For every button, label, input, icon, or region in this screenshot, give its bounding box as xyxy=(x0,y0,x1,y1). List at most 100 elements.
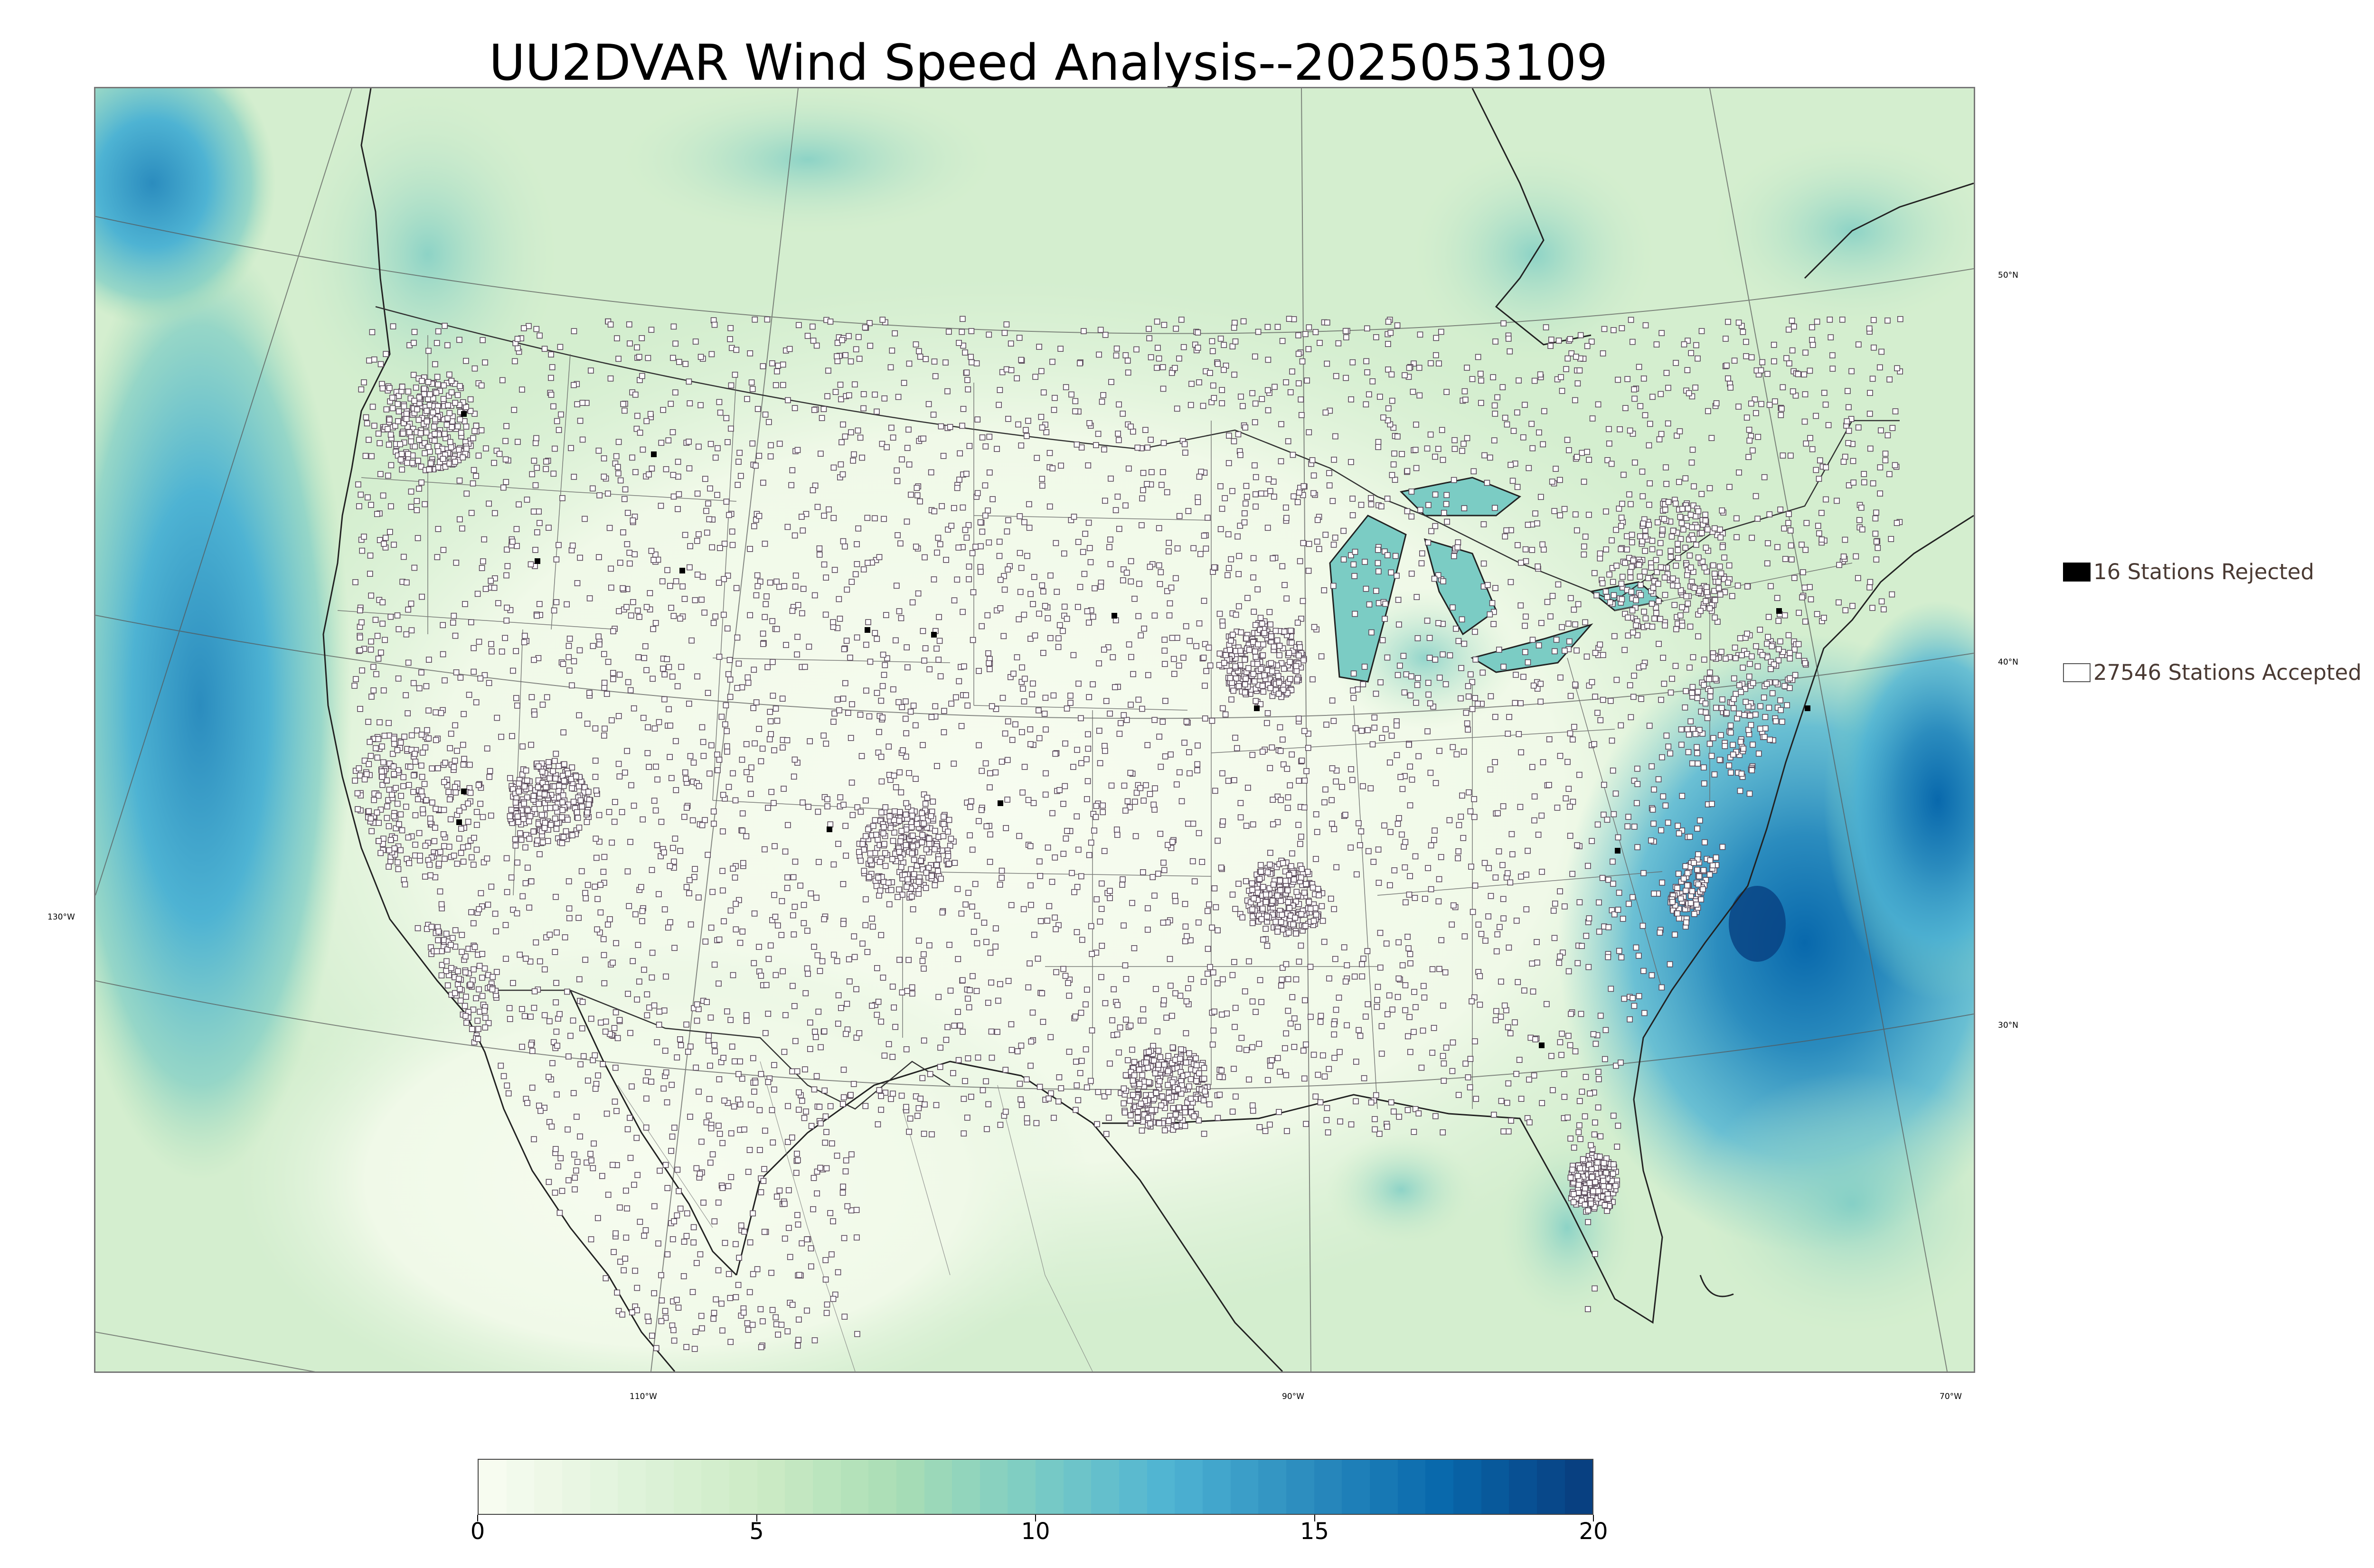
accepted-station xyxy=(989,703,995,709)
accepted-station xyxy=(1453,751,1460,758)
accepted-station xyxy=(1665,743,1672,750)
accepted-station xyxy=(1385,552,1391,558)
accepted-station xyxy=(473,809,480,815)
accepted-station xyxy=(1379,735,1385,741)
accepted-station xyxy=(1618,722,1624,729)
accepted-station xyxy=(1328,797,1335,803)
accepted-station xyxy=(823,1310,830,1316)
accepted-station xyxy=(859,454,865,461)
accepted-station xyxy=(887,825,894,831)
accepted-station xyxy=(636,978,642,985)
accepted-station xyxy=(1461,505,1468,511)
accepted-station xyxy=(615,356,622,362)
accepted-station xyxy=(670,1327,677,1333)
accepted-station xyxy=(1518,560,1524,566)
accepted-station xyxy=(445,789,452,795)
accepted-station xyxy=(763,601,769,607)
accepted-station xyxy=(1063,384,1069,390)
accepted-station xyxy=(468,619,474,626)
accepted-station xyxy=(1737,739,1744,745)
accepted-station xyxy=(1589,838,1595,844)
accepted-station xyxy=(747,612,753,619)
accepted-station xyxy=(1649,394,1656,400)
accepted-station xyxy=(1122,502,1129,509)
accepted-station xyxy=(810,338,817,344)
accepted-station xyxy=(511,358,518,365)
accepted-station xyxy=(728,382,735,389)
accepted-station xyxy=(1064,827,1070,834)
accepted-station xyxy=(1361,664,1368,670)
accepted-station xyxy=(1005,517,1011,524)
accepted-station xyxy=(764,316,771,323)
accepted-station xyxy=(664,1099,670,1106)
accepted-station xyxy=(961,663,967,670)
accepted-station xyxy=(370,664,377,670)
accepted-station xyxy=(1535,832,1542,838)
accepted-station xyxy=(1523,558,1529,564)
accepted-station xyxy=(1482,938,1488,944)
accepted-station xyxy=(1873,556,1880,563)
accepted-station xyxy=(1529,960,1536,967)
accepted-station xyxy=(1396,1114,1402,1120)
accepted-station xyxy=(452,722,458,729)
accepted-station xyxy=(1490,374,1496,381)
accepted-station xyxy=(613,940,619,947)
accepted-station xyxy=(643,418,650,424)
accepted-station xyxy=(1619,500,1625,507)
accepted-station xyxy=(605,490,611,497)
accepted-station xyxy=(612,1064,619,1071)
accepted-station xyxy=(1348,396,1354,403)
accepted-station xyxy=(1000,633,1007,639)
accepted-station xyxy=(741,1229,747,1235)
accepted-station xyxy=(848,779,855,786)
accepted-station xyxy=(1432,780,1439,786)
accepted-station xyxy=(1339,784,1345,790)
accepted-station xyxy=(1114,1031,1121,1038)
accepted-station xyxy=(764,664,771,670)
accepted-station xyxy=(750,1271,756,1277)
accepted-station xyxy=(1048,1090,1054,1097)
accepted-station xyxy=(1021,764,1028,770)
accepted-station xyxy=(1282,1045,1288,1052)
accepted-station xyxy=(1500,915,1507,921)
accepted-station xyxy=(1242,424,1248,431)
accepted-station xyxy=(453,669,460,676)
accepted-station xyxy=(1330,718,1337,724)
accepted-station xyxy=(668,1148,674,1154)
accepted-station xyxy=(1408,488,1415,495)
accepted-station xyxy=(471,835,477,841)
accepted-station xyxy=(1034,455,1040,461)
accepted-station xyxy=(1663,370,1670,376)
accepted-station xyxy=(1585,1219,1591,1225)
accepted-station xyxy=(926,836,933,842)
accepted-station xyxy=(408,732,415,739)
accepted-station xyxy=(1746,426,1752,433)
accepted-station xyxy=(386,720,392,726)
accepted-station xyxy=(1206,901,1212,908)
accepted-station xyxy=(735,660,742,667)
accepted-station xyxy=(727,336,733,342)
accepted-station xyxy=(390,763,397,770)
accepted-station xyxy=(915,879,922,885)
accepted-station xyxy=(1264,324,1271,330)
accepted-station xyxy=(1585,1306,1591,1312)
accepted-station xyxy=(853,346,859,353)
accepted-station xyxy=(997,387,1003,393)
accepted-station xyxy=(436,861,442,867)
accepted-station xyxy=(1201,533,1207,539)
accepted-station xyxy=(1498,1098,1505,1104)
accepted-station xyxy=(1685,338,1691,344)
accepted-station xyxy=(1796,652,1802,659)
accepted-station xyxy=(379,620,386,627)
accepted-station xyxy=(1586,915,1592,921)
accepted-station xyxy=(1130,671,1136,677)
accepted-station xyxy=(539,769,546,775)
accepted-station xyxy=(1341,944,1347,950)
accepted-station xyxy=(542,820,548,826)
accepted-station xyxy=(583,895,589,901)
accepted-station xyxy=(1322,786,1328,793)
accepted-station xyxy=(543,458,549,465)
accepted-station xyxy=(1509,478,1516,484)
accepted-station xyxy=(1578,1011,1584,1017)
accepted-station xyxy=(582,784,588,790)
